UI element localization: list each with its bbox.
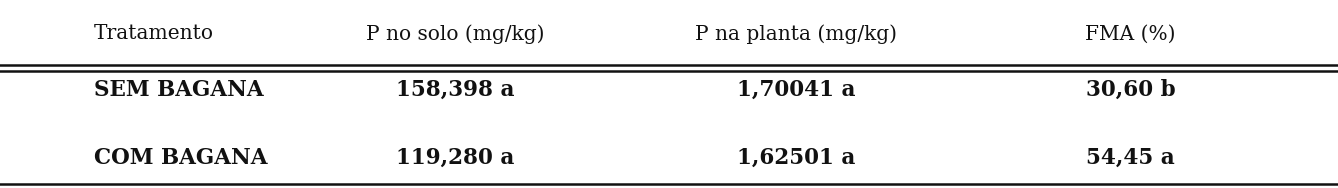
Text: 1,62501 a: 1,62501 a [737, 147, 855, 169]
Text: COM BAGANA: COM BAGANA [94, 147, 268, 169]
Text: FMA (%): FMA (%) [1085, 24, 1176, 43]
Text: 54,45 a: 54,45 a [1086, 147, 1175, 169]
Text: 30,60 b: 30,60 b [1086, 79, 1175, 101]
Text: P na planta (mg/kg): P na planta (mg/kg) [696, 24, 896, 44]
Text: P no solo (mg/kg): P no solo (mg/kg) [365, 24, 545, 44]
Text: 158,398 a: 158,398 a [396, 79, 514, 101]
Text: 119,280 a: 119,280 a [396, 147, 514, 169]
Text: 1,70041 a: 1,70041 a [737, 79, 855, 101]
Text: Tratamento: Tratamento [94, 24, 214, 43]
Text: SEM BAGANA: SEM BAGANA [94, 79, 264, 101]
